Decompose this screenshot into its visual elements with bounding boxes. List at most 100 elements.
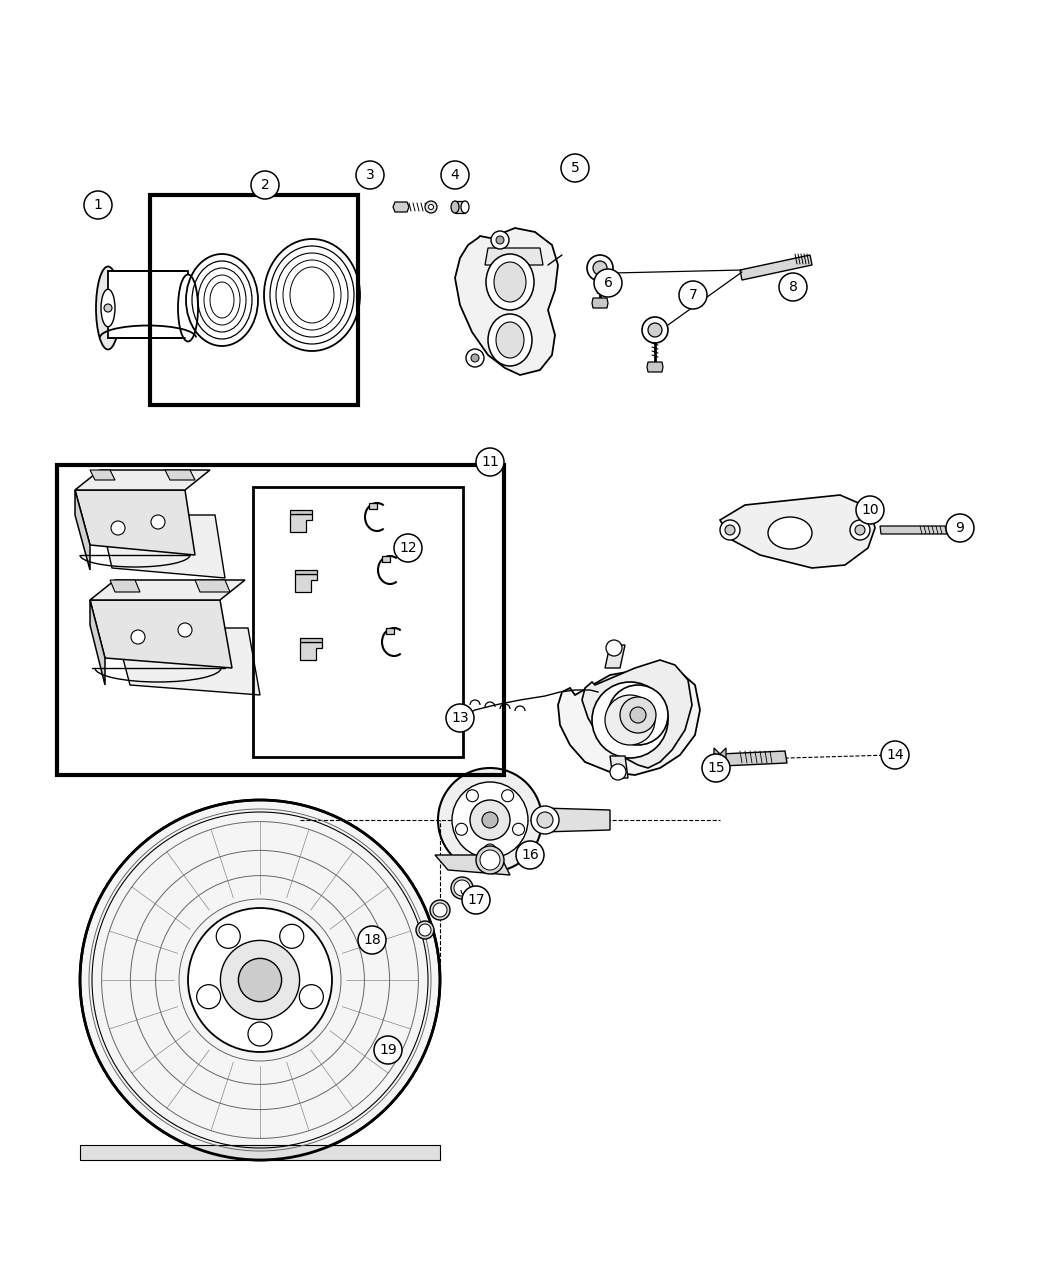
Polygon shape xyxy=(90,580,245,601)
Polygon shape xyxy=(90,470,116,479)
Polygon shape xyxy=(393,201,410,212)
Circle shape xyxy=(610,764,626,780)
Text: 5: 5 xyxy=(570,161,580,175)
Circle shape xyxy=(476,448,504,476)
Circle shape xyxy=(881,741,909,769)
Circle shape xyxy=(946,514,974,542)
Circle shape xyxy=(620,697,656,733)
Circle shape xyxy=(433,903,447,917)
Polygon shape xyxy=(582,660,692,768)
Polygon shape xyxy=(720,751,788,766)
Text: 18: 18 xyxy=(363,933,381,947)
Polygon shape xyxy=(300,638,322,643)
Bar xyxy=(57,465,504,775)
Polygon shape xyxy=(592,298,608,309)
Circle shape xyxy=(592,682,668,759)
Text: 3: 3 xyxy=(365,168,375,182)
Circle shape xyxy=(441,161,469,189)
Polygon shape xyxy=(485,249,543,265)
Bar xyxy=(150,195,358,405)
Circle shape xyxy=(516,842,544,870)
Circle shape xyxy=(605,695,655,745)
Text: 13: 13 xyxy=(452,711,468,725)
Circle shape xyxy=(648,323,662,337)
Circle shape xyxy=(470,799,510,840)
Polygon shape xyxy=(80,1145,440,1160)
Circle shape xyxy=(496,236,504,244)
Polygon shape xyxy=(90,601,232,668)
Ellipse shape xyxy=(461,201,469,213)
Text: 15: 15 xyxy=(708,761,724,775)
Polygon shape xyxy=(880,527,947,534)
Polygon shape xyxy=(740,255,812,280)
Circle shape xyxy=(482,812,498,827)
Circle shape xyxy=(104,303,112,312)
Text: 1: 1 xyxy=(93,198,103,212)
Ellipse shape xyxy=(96,266,120,349)
Circle shape xyxy=(251,171,279,199)
Circle shape xyxy=(356,161,384,189)
Circle shape xyxy=(188,908,332,1052)
Text: 4: 4 xyxy=(450,168,460,182)
Circle shape xyxy=(454,880,470,896)
Circle shape xyxy=(178,623,192,638)
Polygon shape xyxy=(290,510,312,514)
Circle shape xyxy=(299,984,323,1009)
Circle shape xyxy=(428,204,434,209)
Text: 9: 9 xyxy=(956,521,965,536)
Circle shape xyxy=(438,768,542,872)
Circle shape xyxy=(606,640,622,657)
Circle shape xyxy=(238,959,281,1002)
Circle shape xyxy=(512,824,525,835)
Circle shape xyxy=(419,924,430,936)
Circle shape xyxy=(430,900,450,921)
Circle shape xyxy=(476,847,504,873)
Text: 8: 8 xyxy=(789,280,797,295)
Text: 17: 17 xyxy=(467,892,485,907)
Polygon shape xyxy=(108,270,188,338)
Circle shape xyxy=(216,924,240,949)
Polygon shape xyxy=(558,668,700,775)
Circle shape xyxy=(220,941,299,1020)
Circle shape xyxy=(855,525,865,536)
Polygon shape xyxy=(165,470,195,479)
Polygon shape xyxy=(647,362,663,372)
Polygon shape xyxy=(195,580,230,592)
Circle shape xyxy=(531,806,559,834)
Polygon shape xyxy=(435,856,510,875)
Circle shape xyxy=(724,525,735,536)
Circle shape xyxy=(456,824,467,835)
Circle shape xyxy=(480,850,500,870)
Text: 12: 12 xyxy=(399,541,417,555)
Circle shape xyxy=(466,349,484,367)
Polygon shape xyxy=(290,514,312,532)
Bar xyxy=(253,487,463,757)
Polygon shape xyxy=(295,574,317,592)
Ellipse shape xyxy=(488,314,532,366)
Circle shape xyxy=(642,317,668,343)
Polygon shape xyxy=(116,629,260,695)
Polygon shape xyxy=(386,629,394,634)
Ellipse shape xyxy=(494,261,526,302)
Circle shape xyxy=(850,520,870,541)
Polygon shape xyxy=(75,490,195,555)
Circle shape xyxy=(702,754,730,782)
Circle shape xyxy=(471,354,479,362)
Polygon shape xyxy=(455,228,558,375)
Circle shape xyxy=(779,273,807,301)
Circle shape xyxy=(484,844,496,856)
Circle shape xyxy=(537,812,553,827)
Polygon shape xyxy=(75,490,90,570)
Circle shape xyxy=(679,280,707,309)
Circle shape xyxy=(374,1037,402,1065)
Circle shape xyxy=(248,1023,272,1046)
Ellipse shape xyxy=(452,201,459,213)
Polygon shape xyxy=(110,580,140,592)
Text: 11: 11 xyxy=(481,455,499,469)
Circle shape xyxy=(111,521,125,536)
Circle shape xyxy=(587,255,613,280)
Circle shape xyxy=(593,261,607,275)
Text: 7: 7 xyxy=(689,288,697,302)
Polygon shape xyxy=(605,645,625,668)
Polygon shape xyxy=(100,515,225,578)
